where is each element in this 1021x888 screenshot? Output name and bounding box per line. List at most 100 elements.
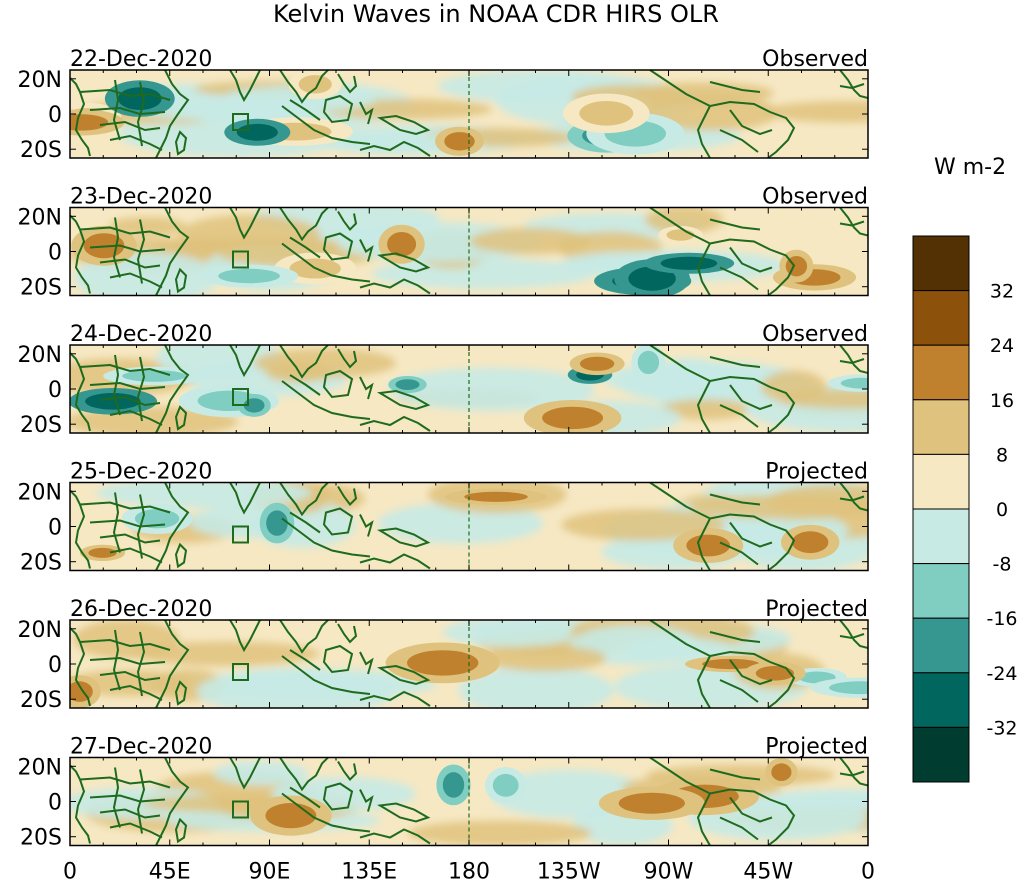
- olr-anomaly-core: [660, 256, 718, 270]
- olr-field: [70, 345, 868, 433]
- olr-anomaly-core: [666, 229, 695, 241]
- colorbar-swatch: [912, 344, 970, 401]
- olr-anomaly-core: [444, 132, 475, 151]
- olr-anomaly-weak-positive: [761, 370, 826, 403]
- olr-anomaly-core: [85, 393, 141, 410]
- olr-anomaly-core: [88, 547, 117, 558]
- x-tick-label: 0: [63, 860, 77, 885]
- colorbar-level-label: 0: [996, 499, 1008, 521]
- x-tick-label: 0: [861, 860, 875, 885]
- olr-anomaly-core: [628, 266, 676, 291]
- panel-date: 24-Dec-2020: [70, 322, 212, 347]
- figure-title: Kelvin Waves in NOAA CDR HIRS OLR: [273, 0, 719, 28]
- olr-field: [70, 757, 868, 846]
- y-tick-label: 20S: [20, 138, 62, 163]
- olr-anomaly-core: [70, 114, 109, 131]
- y-tick-label: 0: [48, 378, 62, 403]
- y-tick-label: 20N: [18, 618, 62, 643]
- olr-anomaly-core: [464, 491, 528, 502]
- colorbar-level-label: -32: [986, 717, 1017, 739]
- olr-anomaly-weak-positive: [659, 399, 752, 420]
- olr-anomaly-core: [218, 268, 280, 284]
- colorbar-level-label: -8: [993, 554, 1012, 576]
- map-panel-2: 23-Dec-2020 Observed 20N 0 20S: [18, 185, 869, 301]
- olr-anomaly-core: [542, 406, 604, 430]
- map-panel-5: 26-Dec-2020 Projected 20N 0 20S: [18, 597, 869, 713]
- olr-anomaly-core: [829, 681, 868, 695]
- olr-anomaly-weak-positive: [484, 645, 607, 672]
- x-tick-label: 90W: [644, 860, 694, 885]
- colorbar-level-label: 8: [996, 444, 1008, 466]
- colorbar-swatch: [912, 617, 970, 674]
- y-tick-label: 20S: [20, 276, 62, 301]
- olr-anomaly-core: [637, 350, 660, 375]
- olr-field: [70, 620, 868, 708]
- olr-anomaly-core: [387, 232, 417, 257]
- olr-anomaly-core: [618, 792, 685, 814]
- colorbar-level-label: -16: [986, 608, 1017, 630]
- x-axis: 0 45E 90E 135E 180 135W 90W 45W 0: [63, 860, 875, 885]
- olr-anomaly-core: [298, 75, 332, 94]
- panel-date: 25-Dec-2020: [70, 460, 212, 485]
- olr-anomaly-core: [134, 509, 180, 529]
- y-tick-label: 20N: [18, 205, 62, 230]
- olr-anomaly-core: [442, 772, 465, 798]
- colorbar-level-label: 24: [990, 335, 1014, 357]
- y-tick-label: 20N: [18, 68, 62, 93]
- map-panel-4: 25-Dec-2020 Projected 20N 0 20S: [18, 460, 869, 576]
- colorbar-swatch: [912, 726, 970, 783]
- colorbar-swatch: [912, 563, 970, 619]
- panel-date: 23-Dec-2020: [70, 185, 212, 210]
- panel-status: Projected: [765, 735, 868, 760]
- panel-date: 22-Dec-2020: [70, 47, 212, 72]
- olr-anomaly-core: [702, 658, 760, 670]
- panel-date: 27-Dec-2020: [70, 735, 212, 760]
- y-tick-label: 20S: [20, 688, 62, 713]
- colorbar: 32 24 16 8 0 -8 -16 -24 -32: [912, 235, 1018, 783]
- x-tick-label: 180: [448, 860, 490, 885]
- olr-anomaly-weak-positive: [763, 101, 868, 123]
- olr-anomaly-core: [792, 531, 829, 554]
- panel-status: Observed: [762, 322, 868, 347]
- olr-anomaly-weak-positive: [108, 216, 186, 236]
- olr-anomaly-core: [579, 356, 615, 371]
- olr-anomaly-core: [118, 87, 162, 110]
- olr-anomaly-core: [407, 650, 479, 676]
- y-tick-label: 20N: [18, 480, 62, 505]
- olr-anomaly-core: [686, 534, 731, 557]
- olr-anomaly-weak-positive: [470, 227, 591, 255]
- panel-status: Observed: [762, 47, 868, 72]
- colorbar-level-label: 32: [990, 281, 1014, 303]
- y-tick-label: 20S: [20, 551, 62, 576]
- map-panel-1: 22-Dec-2020 Observed 20N 0 20S: [18, 47, 869, 163]
- olr-anomaly-weak-negative: [196, 667, 397, 708]
- olr-anomaly-weak-negative: [388, 367, 596, 411]
- olr-anomaly-weak-negative: [213, 761, 308, 786]
- panel-status: Projected: [765, 597, 868, 622]
- x-tick-label: 45W: [743, 860, 793, 885]
- x-tick-label: 135E: [341, 860, 397, 885]
- colorbar-level-label: -24: [986, 663, 1017, 685]
- colorbar-swatch: [912, 399, 970, 455]
- panel-status: Projected: [765, 460, 868, 485]
- panels-group: 22-Dec-2020 Observed 20N 0 20S 23-Dec-2020 Obs…: [18, 47, 869, 851]
- colorbar-units: W m-2: [934, 155, 1006, 180]
- olr-anomaly-core: [840, 377, 868, 389]
- x-tick-label: 90E: [249, 860, 291, 885]
- colorbar-swatch: [912, 508, 970, 565]
- x-tick-label: 45E: [149, 860, 191, 885]
- y-tick-label: 20N: [18, 755, 62, 780]
- colorbar-swatch: [912, 672, 970, 728]
- map-panel-3: 24-Dec-2020 Observed 20N 0 20S: [18, 322, 869, 438]
- olr-anomaly-core: [395, 379, 420, 390]
- olr-field: [70, 207, 868, 296]
- y-tick-label: 0: [48, 516, 62, 541]
- olr-anomaly-core: [266, 510, 288, 536]
- y-tick-label: 0: [48, 791, 62, 816]
- olr-field: [70, 70, 868, 158]
- olr-anomaly-weak-negative: [442, 620, 581, 647]
- olr-anomaly-core: [771, 763, 792, 781]
- colorbar-level-label: 16: [990, 390, 1014, 412]
- olr-anomaly-weak-positive: [408, 820, 592, 846]
